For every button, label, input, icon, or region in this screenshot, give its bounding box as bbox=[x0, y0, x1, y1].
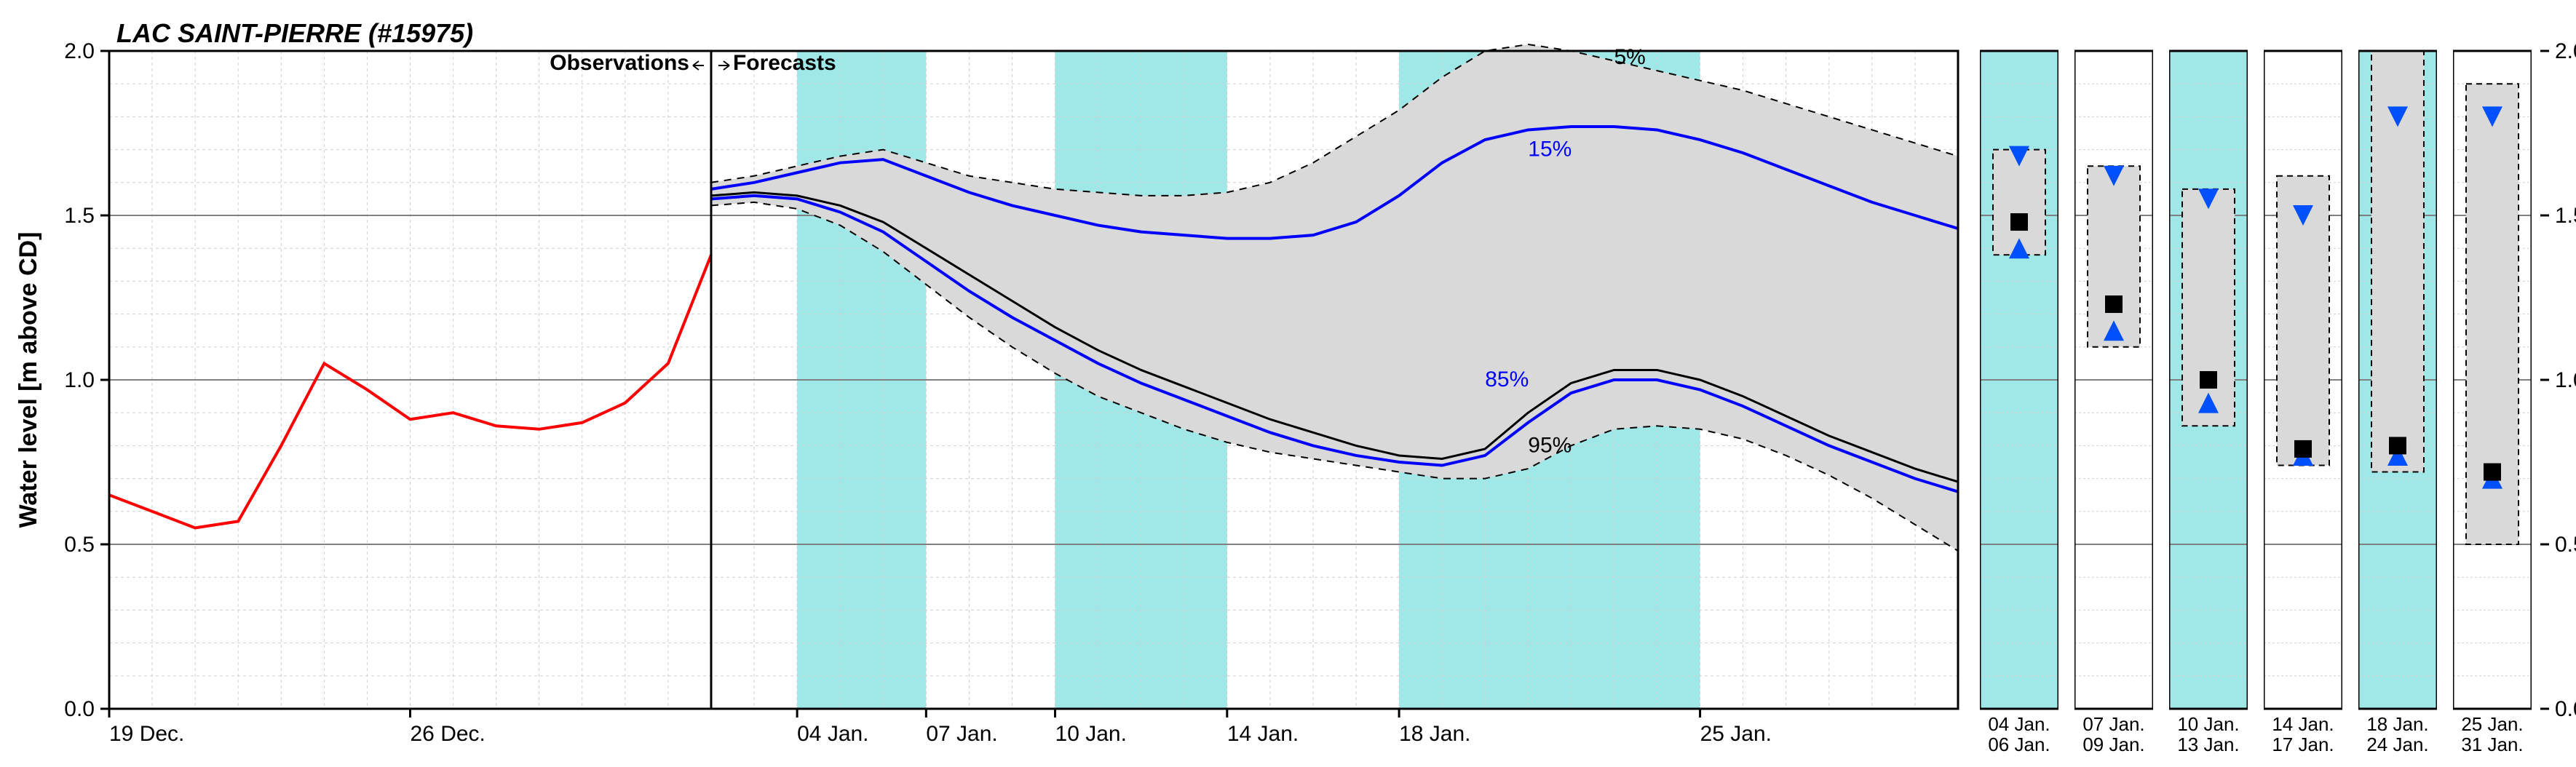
svg-text:10 Jan.: 10 Jan. bbox=[2177, 713, 2239, 735]
svg-text:14 Jan.: 14 Jan. bbox=[1227, 722, 1299, 746]
svg-text:1.5: 1.5 bbox=[64, 204, 95, 228]
svg-text:18 Jan.: 18 Jan. bbox=[1399, 722, 1470, 746]
svg-text:07 Jan.: 07 Jan. bbox=[2082, 713, 2144, 735]
svg-text:25 Jan.: 25 Jan. bbox=[1700, 722, 1772, 746]
svg-text:85%: 85% bbox=[1485, 367, 1529, 392]
svg-text:Water level [m above CD]: Water level [m above CD] bbox=[15, 232, 42, 528]
side-panel: 07 Jan.09 Jan. bbox=[2074, 15, 2162, 752]
side-panel: 18 Jan.24 Jan. bbox=[2358, 15, 2446, 752]
svg-text:09 Jan.: 09 Jan. bbox=[2082, 734, 2144, 752]
svg-text:1.0: 1.0 bbox=[64, 368, 95, 392]
svg-text:0.0: 0.0 bbox=[2555, 697, 2576, 721]
svg-text:14 Jan.: 14 Jan. bbox=[2272, 713, 2334, 735]
svg-text:18 Jan.: 18 Jan. bbox=[2366, 713, 2428, 735]
side-panel: 14 Jan.17 Jan. bbox=[2264, 15, 2351, 752]
svg-text:19 Dec.: 19 Dec. bbox=[109, 722, 184, 746]
svg-text:95%: 95% bbox=[1528, 433, 1572, 457]
side-panel: 10 Jan.13 Jan. bbox=[2169, 15, 2256, 752]
svg-text:1.5: 1.5 bbox=[2555, 204, 2576, 228]
svg-text:13 Jan.: 13 Jan. bbox=[2177, 734, 2239, 752]
svg-text:25 Jan.: 25 Jan. bbox=[2461, 713, 2523, 735]
svg-text:2.0: 2.0 bbox=[2555, 39, 2576, 63]
svg-text:07 Jan.: 07 Jan. bbox=[926, 722, 997, 746]
svg-text:LAC SAINT-PIERRE (#15975): LAC SAINT-PIERRE (#15975) bbox=[116, 18, 473, 48]
svg-text:0.5: 0.5 bbox=[2555, 533, 2576, 557]
svg-text:10 Jan.: 10 Jan. bbox=[1055, 722, 1127, 746]
right-axis: 0.0 0.5 1.0 1.5 2.0 bbox=[2540, 15, 2576, 752]
svg-text:31 Jan.: 31 Jan. bbox=[2461, 734, 2523, 752]
svg-text:26 Dec.: 26 Dec. bbox=[410, 722, 485, 746]
side-panels: 04 Jan.06 Jan.07 Jan.09 Jan.10 Jan.13 Ja… bbox=[1980, 15, 2540, 752]
svg-text:04 Jan.: 04 Jan. bbox=[1988, 713, 2050, 735]
side-panel: 25 Jan.31 Jan. bbox=[2453, 15, 2540, 752]
svg-text:5%: 5% bbox=[1614, 45, 1645, 69]
svg-text:0.0: 0.0 bbox=[64, 697, 95, 721]
chart-container: 0.0 0.5 1.0 1.5 2.0 19 Dec. 26 Dec. 04 Jan. 07 J… bbox=[0, 0, 2576, 767]
svg-text:0.5: 0.5 bbox=[64, 533, 95, 557]
side-panel: 04 Jan.06 Jan. bbox=[1980, 15, 2067, 752]
main-chart: 0.0 0.5 1.0 1.5 2.0 19 Dec. 26 Dec. 04 Jan. 07 J… bbox=[15, 15, 1965, 752]
svg-text:15%: 15% bbox=[1528, 138, 1572, 162]
svg-text:1.0: 1.0 bbox=[2555, 368, 2576, 392]
svg-text:2.0: 2.0 bbox=[64, 39, 95, 63]
svg-text:Forecasts: Forecasts bbox=[733, 51, 836, 75]
svg-text:Observations: Observations bbox=[550, 51, 689, 75]
svg-text:17 Jan.: 17 Jan. bbox=[2272, 734, 2334, 752]
svg-text:04 Jan.: 04 Jan. bbox=[797, 722, 868, 746]
svg-text:06 Jan.: 06 Jan. bbox=[1988, 734, 2050, 752]
svg-text:24 Jan.: 24 Jan. bbox=[2366, 734, 2428, 752]
